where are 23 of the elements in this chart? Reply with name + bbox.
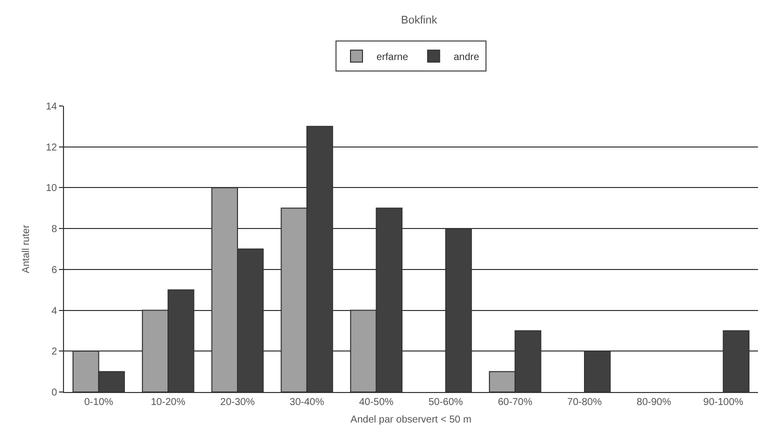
x-tick-label: 30-40% <box>290 397 324 408</box>
y-tick-label: 8 <box>51 224 58 236</box>
y-tick-label: 0 <box>51 388 58 398</box>
y-tick-label: 2 <box>51 346 58 358</box>
x-axis-title: Andel par observert < 50 m <box>350 414 472 426</box>
y-axis-title: Antall ruter <box>20 224 32 274</box>
y-tick-label: 10 <box>46 183 58 194</box>
x-tick-label: 50-60% <box>428 397 464 408</box>
x-tick-label: 70-80% <box>567 397 602 408</box>
y-tick-label: 14 <box>46 102 58 112</box>
x-tick-label: 90-100% <box>703 397 744 408</box>
y-tick-label: 12 <box>46 142 58 154</box>
legend-label: andre <box>454 52 480 64</box>
chart-title: Bokfink <box>401 14 438 26</box>
y-tick-label: 4 <box>51 306 58 317</box>
x-tick-label: 20-30% <box>220 397 255 408</box>
x-tick-label: 80-90% <box>636 397 672 408</box>
y-tick-label: 6 <box>51 264 58 276</box>
x-tick-label: 10-20% <box>150 397 186 408</box>
x-tick-label: 0-10% <box>84 397 114 408</box>
x-tick-label: 60-70% <box>498 397 532 408</box>
x-tick-label: 40-50% <box>359 397 394 408</box>
legend-label: erfarne <box>376 52 409 64</box>
